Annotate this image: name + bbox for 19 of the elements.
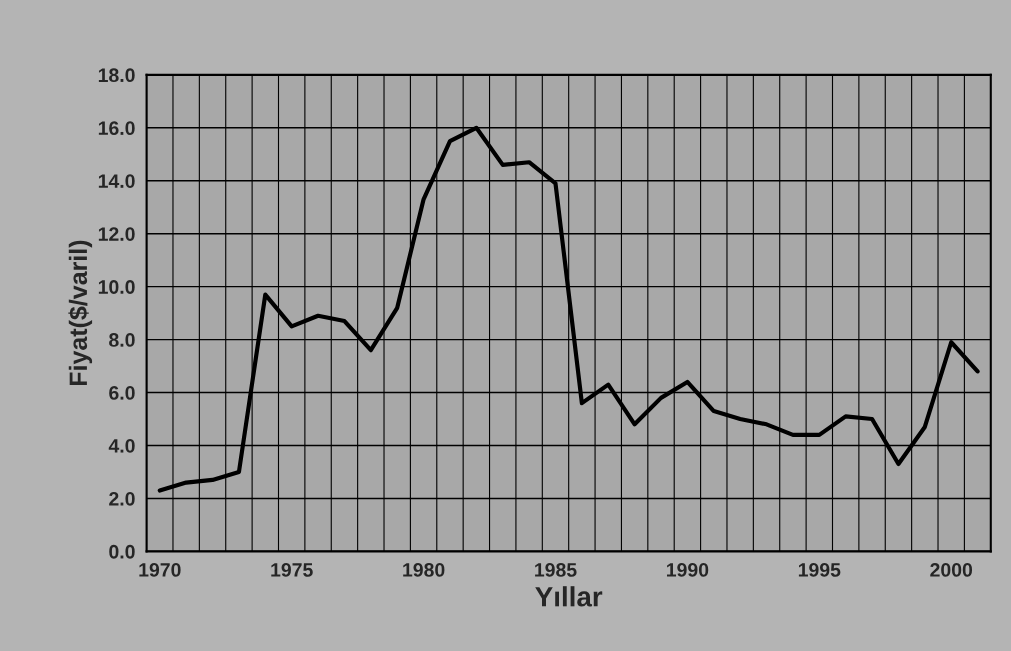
x-tick-label: 1990 bbox=[667, 563, 709, 577]
y-tick-label: 2.0 bbox=[109, 491, 135, 506]
x-tick-label: 1970 bbox=[139, 563, 181, 577]
y-tick-label: 4.0 bbox=[108, 438, 135, 453]
y-tick-label: 12.0 bbox=[98, 227, 135, 241]
y-axis-title: Fiyat($/varil) bbox=[68, 240, 93, 386]
y-tick-label: 10.0 bbox=[98, 280, 135, 294]
x-tick-label: 1985 bbox=[535, 563, 577, 577]
x-tick-label: 2000 bbox=[930, 563, 973, 577]
y-tick-label: 16.0 bbox=[98, 121, 135, 136]
x-tick-label: 1975 bbox=[271, 563, 313, 577]
y-tick-label: 8.0 bbox=[109, 333, 135, 347]
y-tick-label: 0.0 bbox=[109, 544, 135, 559]
y-tick-label: 14.0 bbox=[98, 174, 135, 188]
y-tick-label: 6.0 bbox=[109, 386, 135, 400]
x-axis-title: Yıllar bbox=[535, 586, 603, 607]
x-tick-label: 1980 bbox=[403, 563, 445, 577]
x-tick-label: 1995 bbox=[798, 563, 841, 577]
y-tick-label: 18.0 bbox=[98, 68, 135, 83]
